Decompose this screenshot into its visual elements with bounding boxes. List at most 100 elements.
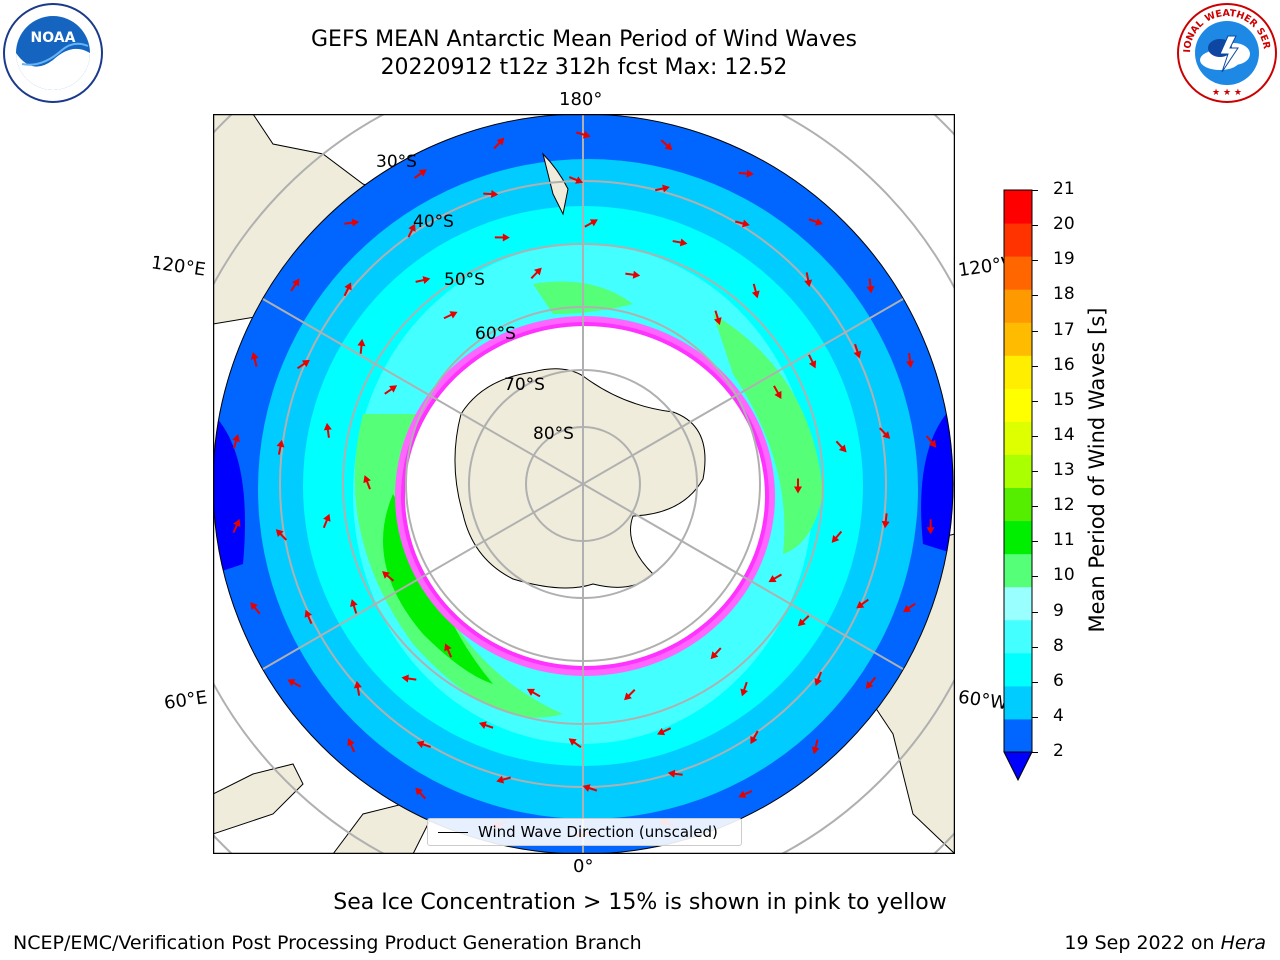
- wind-wave-arrows: [232, 130, 937, 839]
- wave-direction-arrowhead: [582, 784, 591, 792]
- wave-direction-arrowhead: [232, 434, 240, 442]
- wave-direction-arrowhead: [624, 692, 632, 701]
- colorbar-band: [1004, 355, 1032, 389]
- nws-logo: NATIONAL WEATHER SERVICE ★ ★ ★: [1176, 2, 1277, 103]
- wave-direction-arrowhead: [926, 527, 935, 535]
- wave-direction-arrowhead: [276, 439, 285, 448]
- wave-direction-arrowhead: [304, 609, 313, 618]
- colorbar-band: [1004, 322, 1032, 356]
- wave-direction-arrowhead: [344, 282, 352, 291]
- wave-direction-arrowhead: [582, 130, 591, 139]
- colorbar-band: [1004, 421, 1032, 455]
- colorbar-tick-mark: [1032, 225, 1038, 227]
- wave-direction-arrowhead: [750, 736, 758, 745]
- antarctica-land: [454, 368, 706, 589]
- wave-direction-arrowhead: [575, 176, 584, 184]
- wave-direction-arrowhead: [746, 169, 754, 178]
- wave-direction-arrowhead: [363, 475, 371, 484]
- lat-label-40s: 40°S: [413, 212, 454, 232]
- colorbar-tick-mark: [1032, 681, 1038, 683]
- wave-direction-arrowhead: [906, 360, 914, 368]
- wave-direction-arrowhead: [250, 352, 259, 360]
- wave-direction-arrowhead: [323, 513, 331, 522]
- colorbar-band: [1004, 223, 1032, 257]
- wave-direction-arrowhead: [662, 184, 670, 193]
- colorbar-tick-mark: [1032, 295, 1038, 297]
- wave-direction-arrowhead: [502, 233, 510, 242]
- colorbar-label: Mean Period of Wind Waves [s]: [1085, 307, 1109, 633]
- wave-direction-arrowhead: [815, 218, 823, 226]
- madagascar-land: [213, 763, 304, 835]
- wave-direction-arrowhead: [496, 775, 505, 784]
- wave-direction-arrowhead: [632, 270, 641, 279]
- wave-direction-arrowhead: [853, 350, 862, 359]
- wave-direction-arrowhead: [751, 290, 760, 299]
- lat-label-70s: 70°S: [504, 375, 545, 395]
- colorbar-band: [1004, 190, 1032, 224]
- colorbar-tick-mark: [1032, 365, 1038, 367]
- map-panel: [213, 114, 955, 854]
- colorbar-band: [1004, 289, 1032, 323]
- wave-direction-arrowhead: [713, 317, 722, 325]
- wave-direction-arrowhead: [401, 674, 409, 683]
- colorbar-tick-label: 15: [1053, 389, 1075, 410]
- wave-direction-arrowhead: [526, 688, 535, 696]
- wave-direction-arrowhead: [797, 618, 806, 627]
- wave-direction-arrowhead: [287, 679, 296, 687]
- lat-label-30s: 30°S: [376, 152, 417, 172]
- lon-label-180: 180°: [559, 89, 603, 110]
- colorbar-tick-label: 16: [1053, 354, 1075, 375]
- lat-label-60s: 60°S: [475, 324, 516, 344]
- legend-line-swatch: [438, 831, 468, 833]
- wave-direction-arrowhead: [416, 740, 425, 749]
- colorbar-band: [1004, 586, 1032, 621]
- colorbar-tick-label: 17: [1053, 319, 1075, 340]
- colorbar-tick-mark: [1032, 435, 1038, 437]
- colorbar-band: [1004, 256, 1032, 290]
- wave-direction-arrowhead: [866, 286, 875, 294]
- colorbar-tick-label: 4: [1053, 705, 1064, 726]
- chart-subtitle-run: 20220912 t12z 312h fcst Max: 12.52: [380, 55, 788, 80]
- wave-direction-arrowhead: [491, 190, 499, 199]
- new-zealand-land: [542, 152, 569, 216]
- wave-direction-arrowhead: [882, 431, 891, 439]
- noaa-logo: NOAA: [3, 3, 103, 103]
- wave-direction-arrowhead: [275, 529, 284, 537]
- wave-direction-arrowhead: [449, 311, 458, 319]
- wave-direction-arrowhead: [382, 571, 390, 579]
- footer-date: 19 Sep 2022 on Hera: [1064, 932, 1266, 954]
- wave-direction-arrowhead: [881, 520, 890, 529]
- wave-direction-arrowhead: [741, 219, 750, 228]
- wave-direction-arrowhead: [740, 688, 748, 697]
- wave-direction-arrowhead: [794, 486, 802, 494]
- colorbar-band: [1004, 520, 1032, 555]
- colorbar: [1003, 189, 1033, 782]
- map-legend: Wind Wave Direction (unscaled): [427, 818, 742, 846]
- colorbar-band: [1004, 685, 1032, 720]
- wave-direction-arrowhead: [496, 137, 505, 146]
- colorbar-tick-mark: [1032, 541, 1038, 543]
- wave-direction-arrowhead: [357, 338, 366, 347]
- wave-direction-arrowhead: [418, 169, 427, 177]
- footer-branch: NCEP/EMC/Verification Post Processing Pr…: [13, 932, 642, 954]
- wave-direction-arrowhead: [865, 681, 874, 689]
- wave-direction-arrowhead: [422, 276, 431, 284]
- colorbar-tick-label: 2: [1053, 741, 1064, 761]
- wave-direction-arrowhead: [478, 721, 487, 729]
- wave-direction-arrowhead: [323, 422, 332, 431]
- wave-direction-arrowhead: [811, 746, 820, 755]
- wave-direction-arrowhead: [710, 651, 719, 660]
- colorbar-tick-label: 21: [1053, 179, 1075, 199]
- wave-direction-arrowhead: [808, 360, 817, 369]
- lon-label-0: 0°: [573, 856, 594, 877]
- colorbar-tick-mark: [1032, 330, 1038, 332]
- footer-host: Hera: [1220, 932, 1266, 954]
- wave-direction-arrowhead: [292, 278, 300, 287]
- wave-direction-arrowhead: [415, 787, 423, 796]
- lat-label-50s: 50°S: [444, 270, 485, 290]
- wave-direction-arrowhead: [351, 218, 360, 227]
- colorbar-tick-label: 6: [1053, 670, 1064, 691]
- wave-direction-arrowhead: [679, 238, 688, 247]
- sea-ice-note: Sea Ice Concentration > 15% is shown in …: [333, 890, 947, 915]
- colorbar-tick-mark: [1032, 471, 1038, 472]
